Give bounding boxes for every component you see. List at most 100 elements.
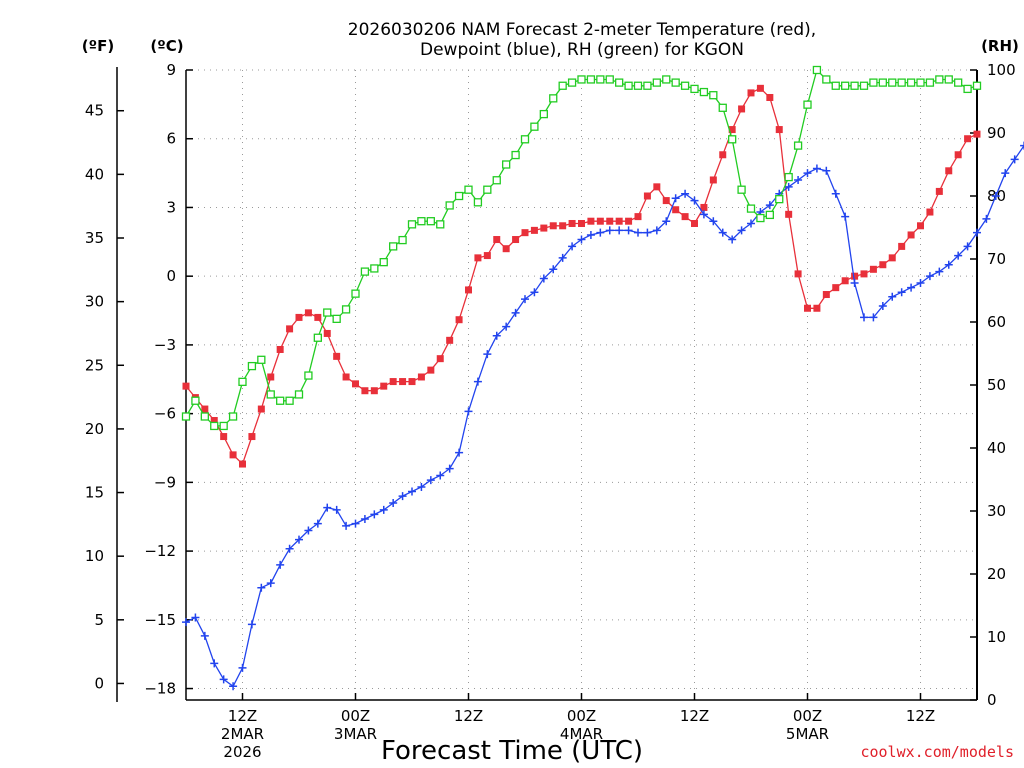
rh-point — [652, 78, 661, 87]
rh-tick-label: 60 — [987, 313, 1006, 331]
temperature-point — [323, 329, 331, 337]
fahrenheit-unit-label: (ºF) — [82, 37, 114, 55]
celsius-tick-label: −18 — [144, 680, 176, 698]
dewpoint-point — [634, 228, 642, 237]
temperature-point — [898, 242, 906, 250]
dewpoint-point — [332, 505, 341, 514]
temperature-point — [700, 203, 708, 211]
rh-point — [897, 78, 906, 87]
temperature-point — [738, 105, 746, 113]
rh-point — [916, 78, 925, 87]
rh-point — [878, 78, 887, 87]
temperature-point — [417, 373, 425, 381]
rh-point — [304, 371, 313, 380]
rh-point — [483, 185, 492, 194]
dewpoint-point — [266, 579, 275, 588]
rh-point — [812, 65, 822, 75]
temperature-point — [709, 176, 717, 184]
dewpoint-point — [323, 503, 332, 512]
credit-text: coolwx.com/models — [860, 743, 1014, 761]
rh-point — [935, 75, 944, 84]
fahrenheit-tick-label: 30 — [85, 293, 104, 311]
rh-point — [680, 81, 690, 90]
rh-point — [624, 81, 633, 90]
dewpoint-point — [257, 583, 266, 592]
temperature-point — [935, 187, 943, 195]
rh-point — [906, 78, 916, 87]
temperature-point — [606, 217, 614, 225]
dewpoint-point — [360, 515, 369, 524]
rh-point — [266, 390, 275, 399]
temperature-point — [512, 236, 520, 244]
dewpoint-point — [954, 251, 963, 260]
dewpoint-point — [652, 226, 661, 235]
rh-point — [605, 75, 614, 84]
dewpoint-point — [182, 618, 190, 627]
temperature-point — [756, 84, 764, 92]
rh-point — [859, 81, 869, 90]
temperature-point — [239, 460, 246, 468]
temperature-point — [399, 378, 407, 386]
rh-point — [728, 135, 737, 144]
temperature-point — [813, 304, 821, 312]
temperature-point — [568, 219, 576, 227]
celsius-tick-label: −15 — [144, 611, 176, 629]
temperature-point — [370, 387, 378, 395]
time-tick-label: 00Z — [793, 707, 822, 725]
dewpoint-point — [586, 230, 595, 239]
rh-point — [257, 355, 266, 364]
temperature-point — [596, 217, 604, 225]
dewpoint-point — [841, 212, 850, 221]
temperature-point — [304, 309, 312, 317]
rh-tick-label: 40 — [987, 439, 1006, 457]
time-tick-label: 4MAR — [560, 725, 603, 743]
fahrenheit-tick-label: 20 — [85, 420, 104, 438]
rh-point — [803, 100, 812, 109]
dewpoint-point — [473, 377, 482, 386]
dewpoint-point — [210, 659, 219, 668]
temperature-point — [502, 245, 510, 253]
dewpoint-point — [699, 210, 708, 219]
rh-point — [954, 78, 963, 87]
dewpoint-point — [351, 519, 360, 528]
temperature-point — [973, 130, 981, 138]
rh-point — [247, 361, 257, 371]
time-tick-label: 12Z — [228, 707, 257, 725]
dewpoint-point — [530, 288, 539, 297]
dewpoint-point — [925, 272, 934, 281]
temperature-point — [643, 192, 651, 200]
dewpoint-point — [681, 189, 690, 198]
temperature-point — [436, 355, 444, 363]
dewpoint-point — [963, 242, 972, 251]
rh-point — [822, 75, 831, 84]
celsius-axis: 9 6 3 0 −3 −6 −9 −12 −15 −18 — [144, 61, 193, 698]
rh-point — [615, 78, 624, 87]
dewpoint-point — [869, 313, 878, 322]
x-axis-title: Forecast Time (UTC) — [381, 736, 643, 766]
dewpoint-point — [549, 265, 558, 274]
dewpoint-point — [822, 166, 831, 175]
temperature-point — [851, 272, 859, 280]
rh-point — [888, 78, 897, 87]
dewpoint-point — [247, 620, 256, 629]
dewpoint-point — [502, 322, 511, 331]
dewpoint-point — [643, 228, 652, 237]
rh-point — [417, 217, 426, 226]
rh-point — [445, 201, 454, 210]
temperature-point — [964, 135, 972, 143]
rh-tick-label: 30 — [987, 502, 1006, 520]
rh-tick-label: 20 — [987, 565, 1006, 583]
temperature-point — [229, 451, 237, 459]
rh-point — [925, 78, 935, 87]
temperature-point — [352, 380, 359, 388]
rh-point — [662, 75, 671, 84]
series-dewpoint — [182, 141, 1024, 691]
temperature-point — [747, 89, 755, 97]
temperature-point — [907, 231, 915, 239]
temperature-point — [634, 213, 642, 221]
rh-point — [436, 220, 445, 229]
rh-point — [332, 314, 341, 324]
dewpoint-point — [897, 288, 906, 297]
rh-point — [276, 396, 285, 405]
